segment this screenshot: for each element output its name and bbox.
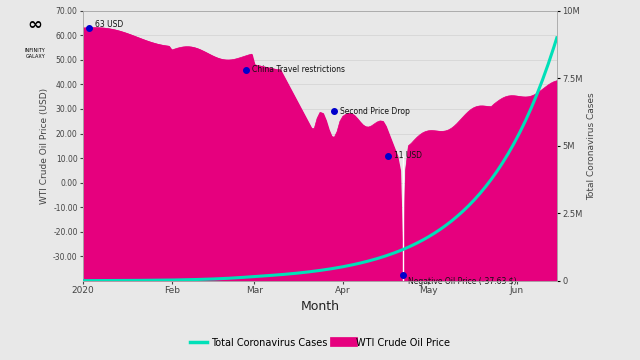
X-axis label: Month: Month — [301, 300, 339, 312]
Text: 11 USD: 11 USD — [394, 151, 422, 160]
Y-axis label: Total Coronavirus Cases: Total Coronavirus Cases — [587, 92, 596, 199]
Text: Second Price Drop: Second Price Drop — [340, 107, 410, 116]
Text: Negative Oil Price (-37.63 $): Negative Oil Price (-37.63 $) — [408, 276, 517, 285]
Text: 63 USD: 63 USD — [95, 20, 123, 29]
Text: ∞: ∞ — [28, 16, 43, 34]
Legend: Total Coronavirus Cases, WTI Crude Oil Price: Total Coronavirus Cases, WTI Crude Oil P… — [186, 334, 454, 351]
Text: INFINITY
GALAXY: INFINITY GALAXY — [25, 49, 45, 59]
Y-axis label: WTI Crude Oil Price (USD): WTI Crude Oil Price (USD) — [40, 88, 49, 204]
Text: China Travel restrictions: China Travel restrictions — [252, 65, 344, 74]
